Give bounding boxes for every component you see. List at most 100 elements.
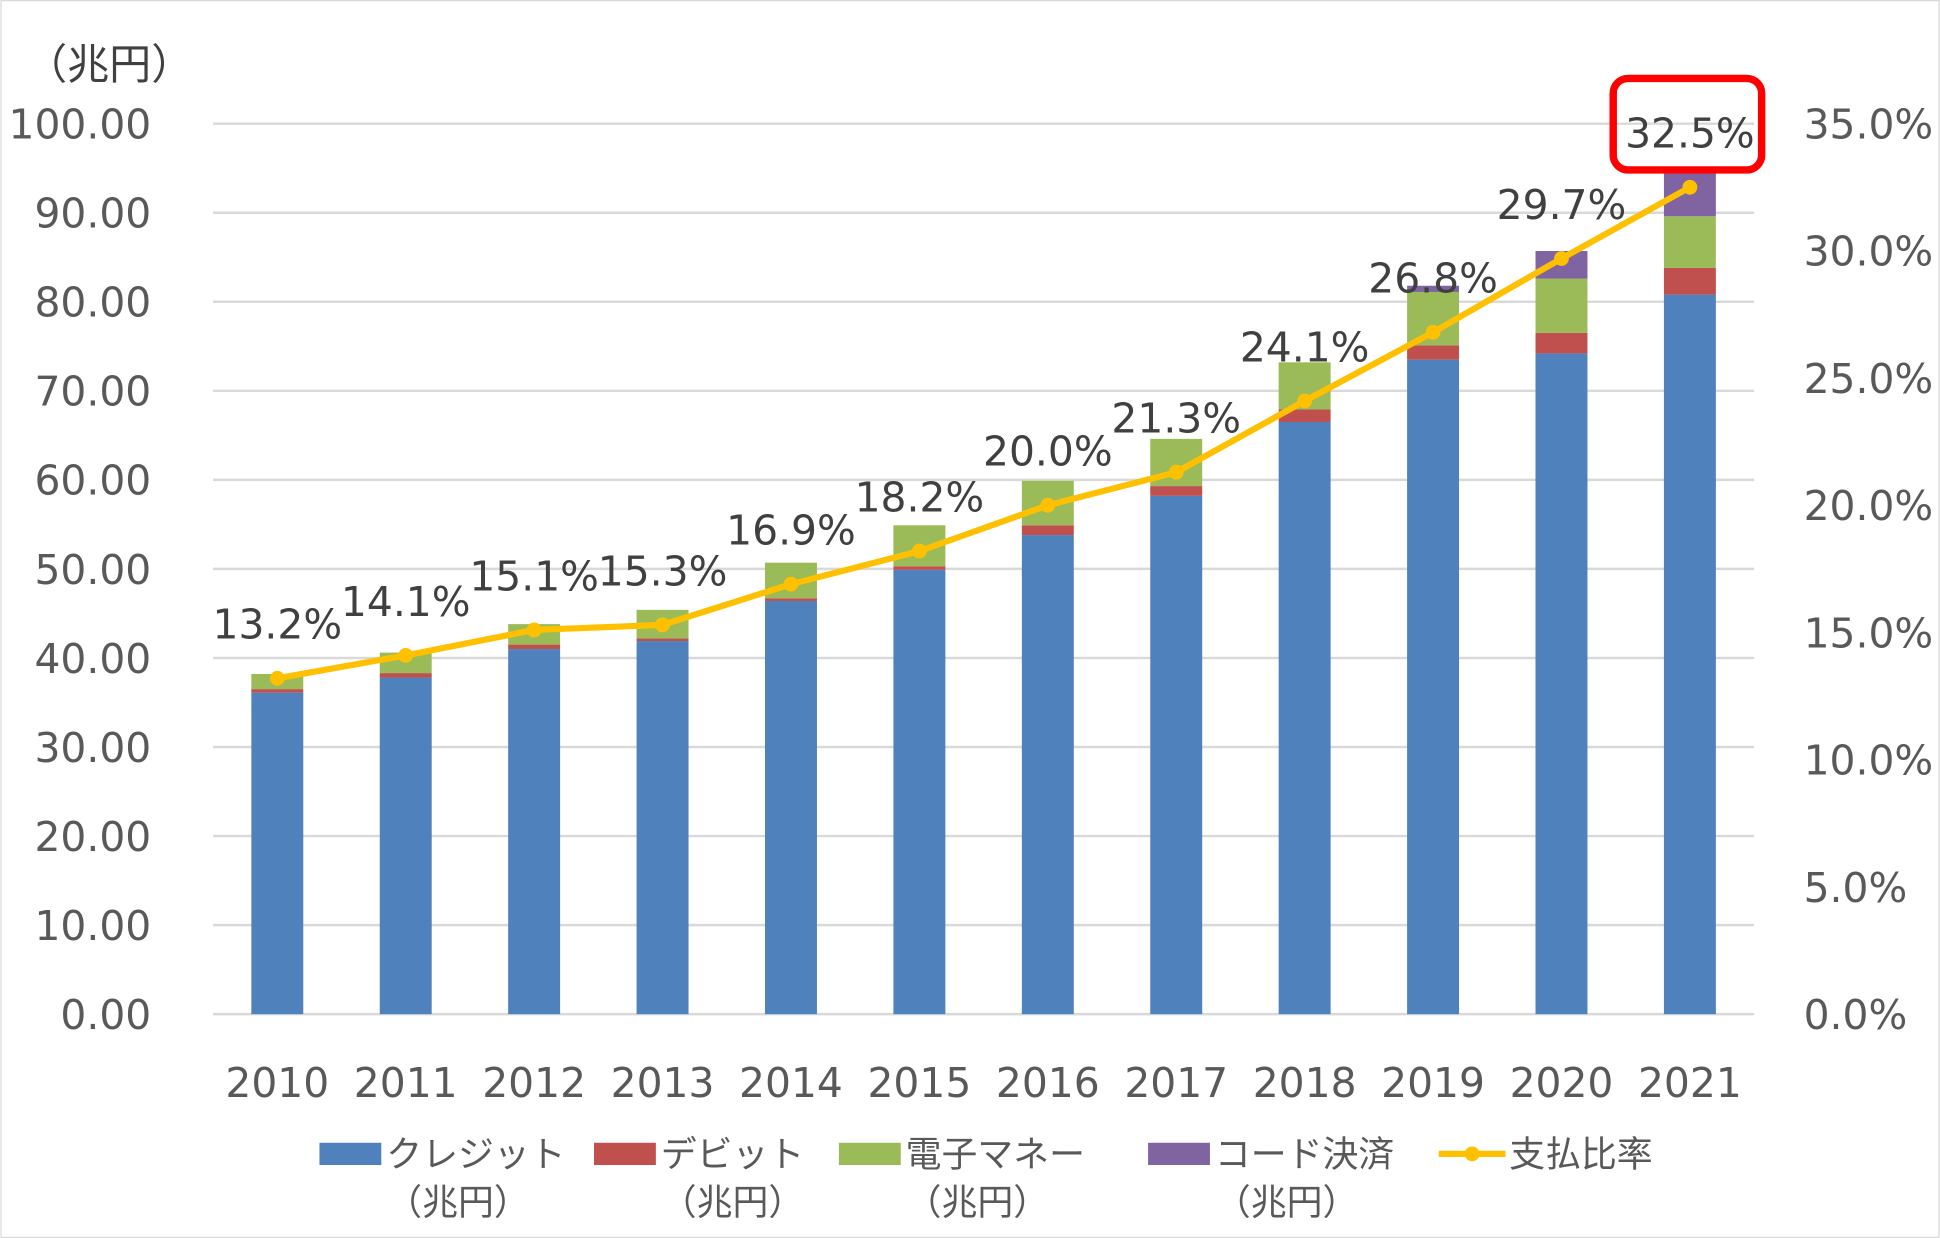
ratio-point (269, 670, 285, 686)
ratio-point (1682, 179, 1698, 195)
y2-tick-label: 20.0% (1804, 482, 1934, 530)
legend-label: デビット (661, 1134, 804, 1175)
legend-label: クレジット (386, 1134, 565, 1175)
bar-segment (1150, 495, 1203, 1015)
x-tick-label: 2011 (354, 1059, 458, 1107)
y-tick-label: 100.00 (9, 101, 152, 149)
y2-tick-label: 30.0% (1804, 228, 1934, 276)
legend-label: 電子マネー (906, 1134, 1085, 1175)
bar-segment (636, 638, 689, 642)
y-tick-label: 40.00 (34, 635, 151, 683)
legend-label-unit: （兆円） (386, 1183, 529, 1224)
data-label: 18.2% (855, 474, 985, 522)
y2-tick-label: 5.0% (1804, 864, 1908, 912)
x-tick-label: 2015 (867, 1059, 971, 1107)
bar-segment (893, 566, 946, 570)
y-tick-label: 70.00 (34, 368, 151, 416)
legend-label-unit: （兆円） (1215, 1183, 1358, 1224)
bar-segment (1663, 294, 1716, 1015)
ratio-line (276, 184, 1692, 682)
data-label: 24.1% (1240, 323, 1370, 371)
legend-label-unit: （兆円） (906, 1183, 1049, 1224)
bar-segment (251, 689, 304, 693)
data-label: 13.2% (213, 601, 343, 649)
legend-label-unit: （兆円） (661, 1183, 804, 1224)
bar-segment (1150, 486, 1203, 496)
y2-tick-label: 15.0% (1804, 609, 1934, 657)
bar-segment (1407, 345, 1460, 360)
y-tick-label: 80.00 (34, 279, 151, 327)
data-label: 15.3% (598, 547, 728, 595)
ratio-point (1297, 393, 1313, 409)
data-label: 20.0% (983, 428, 1113, 476)
y2-tick-label: 10.0% (1804, 737, 1934, 785)
legend-swatch (319, 1142, 382, 1166)
y-axis-unit: （兆円） (25, 40, 193, 89)
x-tick-label: 2018 (1253, 1059, 1357, 1107)
bar-segment (765, 598, 817, 601)
bar-segment (508, 649, 561, 1015)
bar-segment (1663, 216, 1716, 268)
x-tick-label: 2016 (996, 1059, 1100, 1107)
x-tick-label: 2013 (611, 1059, 715, 1107)
bar-segment (765, 600, 817, 1015)
bar-segment (251, 692, 304, 1015)
y-tick-label: 60.00 (34, 457, 151, 505)
ratio-point (1554, 251, 1569, 266)
bar-segment (379, 673, 432, 678)
bar-segment (379, 677, 432, 1015)
y2-tick-label: 25.0% (1804, 355, 1934, 403)
bar-segment (1407, 285, 1460, 292)
y-tick-label: 10.00 (34, 902, 151, 950)
bar-segment (1278, 421, 1331, 1015)
y2-tick-label: 0.0% (1804, 991, 1908, 1039)
bar-segment (1535, 278, 1588, 333)
legend-swatch (838, 1142, 901, 1166)
ratio-point (1425, 324, 1441, 340)
legend-marker (1464, 1146, 1480, 1162)
y-tick-label: 0.00 (60, 991, 151, 1039)
legend-swatch (1148, 1142, 1210, 1166)
data-label: 29.7% (1497, 181, 1627, 229)
legend-label: 支払比率 (1509, 1134, 1652, 1175)
legend-label: コード決済 (1215, 1134, 1394, 1175)
ratio-point (655, 617, 670, 633)
y2-tick-label: 35.0% (1804, 101, 1934, 149)
y-tick-label: 20.00 (34, 813, 151, 861)
x-tick-label: 2019 (1381, 1059, 1485, 1107)
ratio-point (398, 647, 414, 663)
bar-segment (1535, 332, 1588, 354)
ratio-point (783, 576, 799, 592)
ratio-point (911, 543, 927, 559)
ratio-point (1040, 497, 1056, 513)
x-tick-label: 2012 (482, 1059, 586, 1107)
x-tick-label: 2021 (1638, 1059, 1742, 1107)
data-label: 26.8% (1368, 255, 1498, 303)
bar-segment (1021, 525, 1074, 536)
bar-segment (1021, 535, 1074, 1015)
data-label: 16.9% (726, 507, 856, 555)
y-tick-label: 30.00 (34, 724, 151, 772)
data-label: 15.1% (469, 552, 599, 600)
bar-segment (893, 569, 946, 1015)
x-tick-label: 2014 (739, 1059, 843, 1107)
x-tick-label: 2010 (225, 1059, 329, 1107)
data-label: 21.3% (1111, 395, 1241, 443)
bar-segment (508, 644, 561, 650)
ratio-point (1168, 464, 1184, 480)
ratio-point (526, 622, 542, 638)
highlight-box (1609, 74, 1766, 174)
bar-segment (1535, 353, 1588, 1015)
data-label: 14.1% (341, 578, 471, 626)
bar-segment (1663, 267, 1716, 295)
x-tick-label: 2017 (1124, 1059, 1228, 1107)
bar-segment (636, 641, 689, 1015)
bar-segment (1407, 359, 1460, 1015)
x-tick-label: 2020 (1510, 1059, 1614, 1107)
y-tick-label: 90.00 (34, 190, 151, 238)
data-label: 32.5% (1625, 110, 1755, 158)
y-tick-label: 50.00 (34, 546, 151, 594)
legend-swatch (594, 1142, 656, 1166)
